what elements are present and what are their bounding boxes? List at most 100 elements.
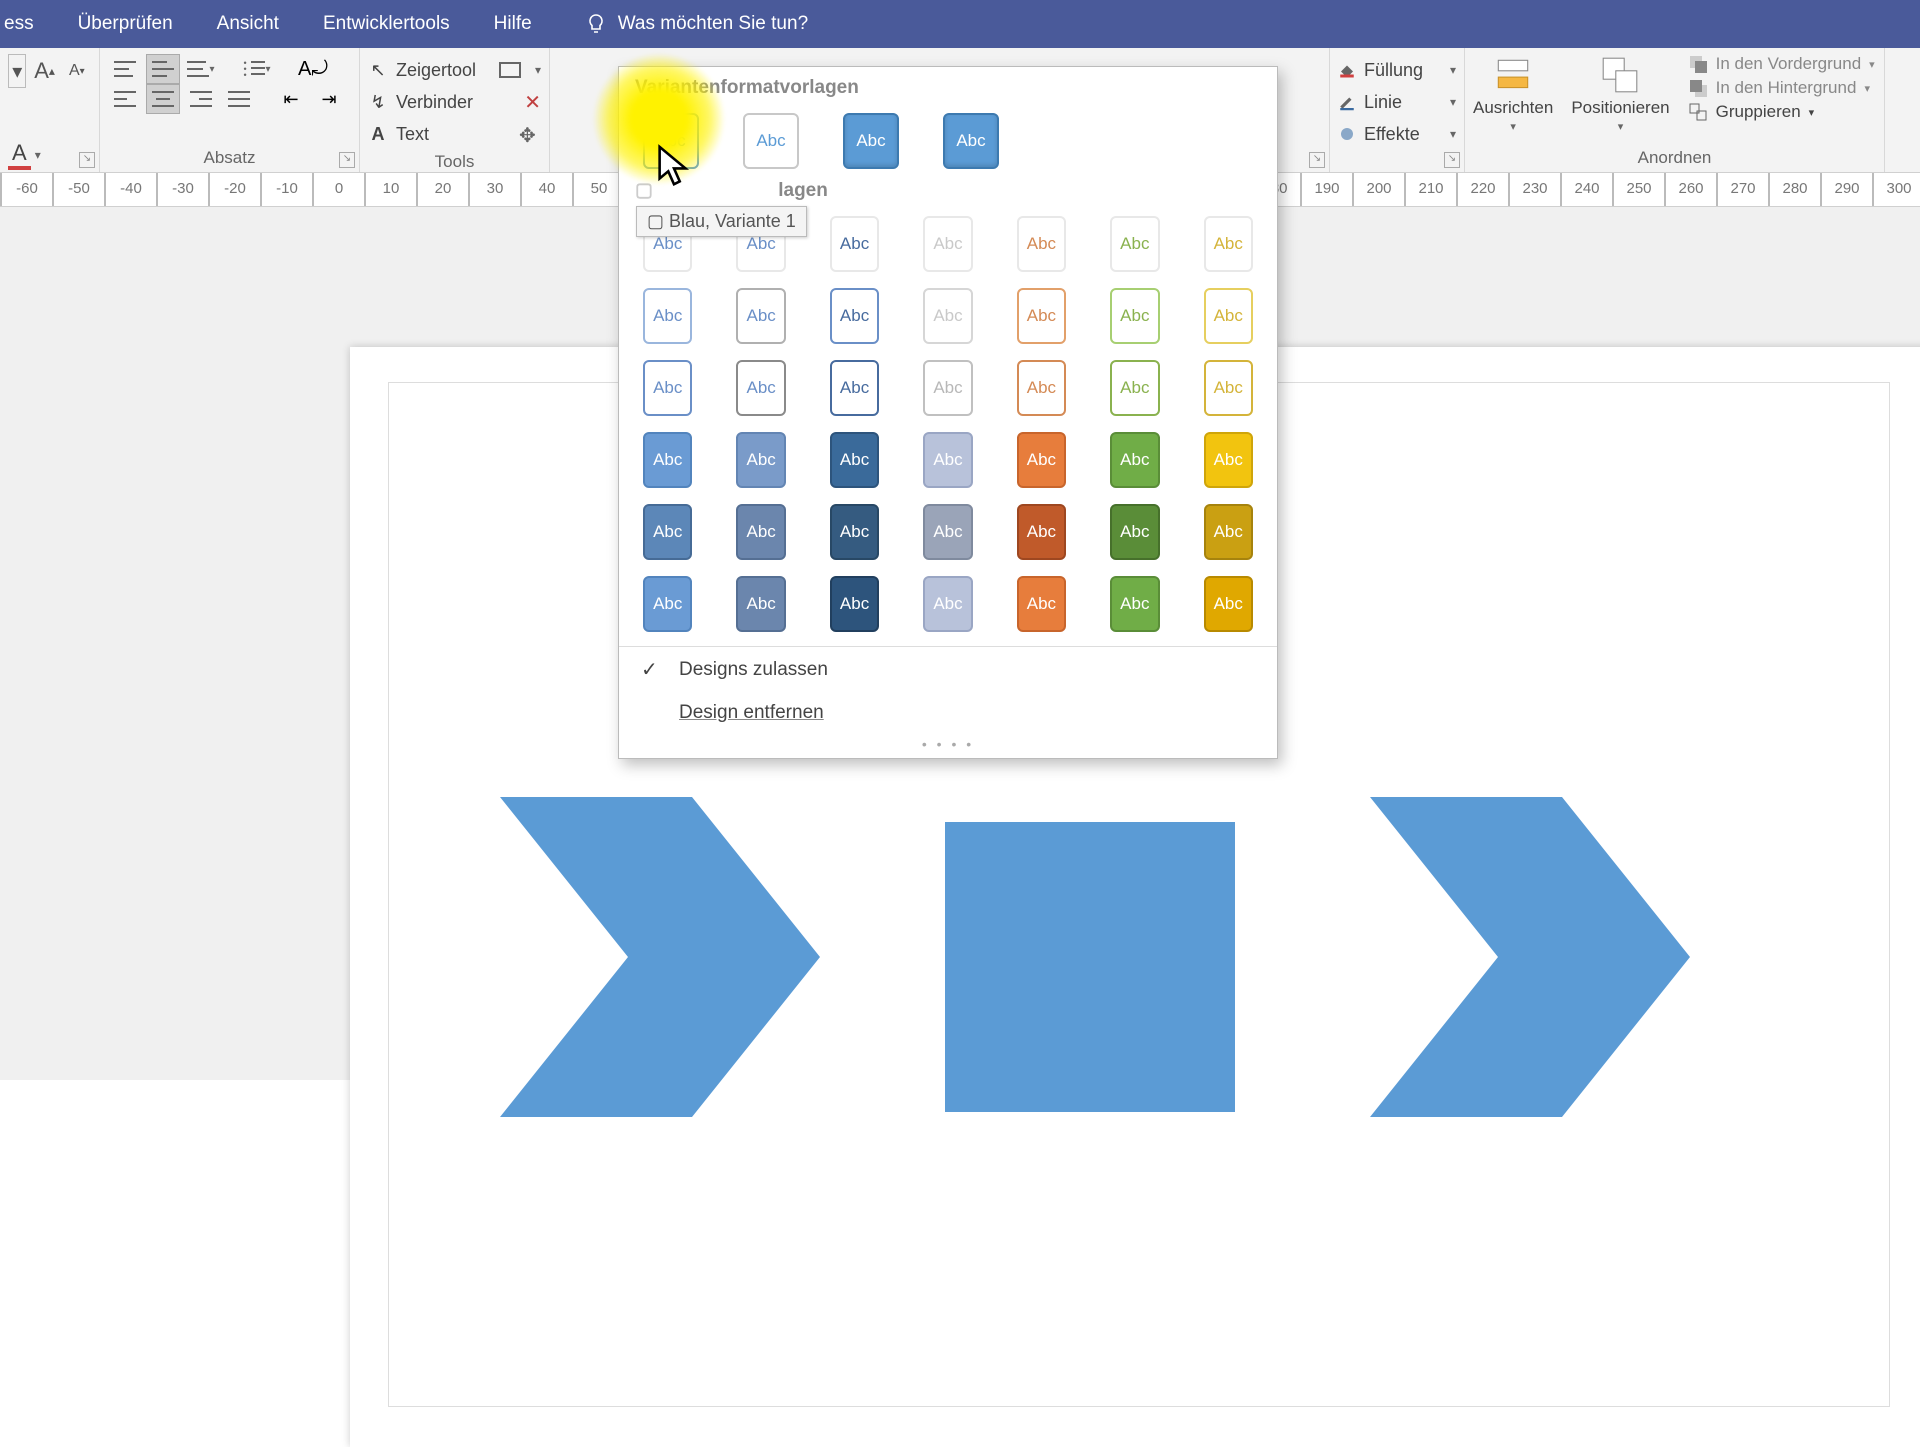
align-justify-button[interactable] <box>222 84 256 114</box>
align-left-button[interactable] <box>108 84 142 114</box>
effects-button[interactable]: Effekte▾ <box>1338 118 1456 150</box>
menu-tab-überprüfen[interactable]: Überprüfen <box>56 0 195 48</box>
style-swatch[interactable]: Abc <box>1204 360 1253 416</box>
style-swatch[interactable]: Abc <box>1204 576 1253 632</box>
chevron-shape[interactable] <box>900 822 1280 1112</box>
style-swatch[interactable]: Abc <box>643 360 692 416</box>
align-top-button[interactable] <box>108 54 142 84</box>
decrease-indent-button[interactable]: ⇤ <box>274 84 308 114</box>
cursor-icon <box>656 144 692 190</box>
align-right-button[interactable] <box>184 84 218 114</box>
style-swatch[interactable]: Abc <box>830 504 879 560</box>
back-icon <box>1688 78 1708 98</box>
style-swatch[interactable]: Abc <box>923 504 972 560</box>
style-swatch[interactable]: Abc <box>830 216 879 272</box>
ruler-tick: 240 <box>1560 173 1612 206</box>
ruler-tick: 30 <box>468 173 520 206</box>
style-swatch[interactable]: Abc <box>923 432 972 488</box>
style-swatch[interactable]: Abc <box>923 216 972 272</box>
style-swatch[interactable]: Abc <box>1110 360 1159 416</box>
font-dropdown-icon[interactable]: ▾ <box>8 54 26 88</box>
style-swatch[interactable]: Abc <box>1017 360 1066 416</box>
allow-designs-item[interactable]: ✓Designs zulassen <box>619 647 1277 692</box>
style-swatch[interactable]: Abc <box>923 576 972 632</box>
style-swatch[interactable]: Abc <box>736 504 785 560</box>
style-swatch[interactable]: Abc <box>743 113 799 169</box>
style-swatch[interactable]: Abc <box>643 432 692 488</box>
style-swatch[interactable]: Abc <box>1110 216 1159 272</box>
style-swatch[interactable]: Abc <box>830 288 879 344</box>
style-swatch[interactable]: Abc <box>643 288 692 344</box>
rectangle-icon[interactable] <box>499 62 521 78</box>
style-swatch[interactable]: Abc <box>830 576 879 632</box>
style-swatch[interactable]: Abc <box>1110 432 1159 488</box>
increase-indent-button[interactable]: ⇥ <box>312 84 346 114</box>
style-swatch[interactable]: Abc <box>1204 216 1253 272</box>
text-tool-button[interactable]: AText✥ <box>368 118 541 150</box>
menu-tab-hilfe[interactable]: Hilfe <box>472 0 554 48</box>
style-swatch[interactable]: Abc <box>643 504 692 560</box>
bullets-button[interactable]: ▾ <box>240 54 274 84</box>
style-swatch[interactable]: Abc <box>1017 216 1066 272</box>
style-swatch[interactable]: Abc <box>736 360 785 416</box>
font-color-button[interactable]: A <box>8 140 31 170</box>
style-swatch[interactable]: Abc <box>643 576 692 632</box>
align-bottom-button[interactable]: ▾ <box>184 54 218 84</box>
dialog-launcher-icon[interactable]: ↘ <box>1309 152 1325 168</box>
style-swatch[interactable]: Abc <box>830 360 879 416</box>
dialog-launcher-icon[interactable]: ↘ <box>339 152 355 168</box>
tell-me-search[interactable]: Was möchten Sie tun? <box>618 13 808 35</box>
remove-design-item[interactable]: Design entfernen <box>619 692 1277 734</box>
ruler-tick: 270 <box>1716 173 1768 206</box>
bring-front-button[interactable]: In den Vordergrund▾ <box>1688 54 1875 74</box>
tools-group: ↖Zeigertool▾ ↯Verbinder✕ AText✥ Tools <box>360 48 550 172</box>
fill-button[interactable]: Füllung▾ <box>1338 54 1456 86</box>
position-button[interactable]: Positionieren▾ <box>1571 54 1669 133</box>
shape-format-group: Füllung▾ Linie▾ Effekte▾ ↘ <box>1330 48 1465 172</box>
style-swatch[interactable]: Abc <box>1110 504 1159 560</box>
style-swatch[interactable]: Abc <box>923 360 972 416</box>
style-swatch[interactable]: Abc <box>736 288 785 344</box>
style-swatch[interactable]: Abc <box>1110 288 1159 344</box>
align-middle-button[interactable] <box>146 54 180 84</box>
line-button[interactable]: Linie▾ <box>1338 86 1456 118</box>
pointer-tool-button[interactable]: ↖Zeigertool▾ <box>368 54 541 86</box>
style-swatch[interactable]: Abc <box>923 288 972 344</box>
style-swatch[interactable]: Abc <box>943 113 999 169</box>
text-direction-button[interactable]: A⤾ <box>296 54 330 84</box>
ruler-tick: -50 <box>52 173 104 206</box>
increase-font-button[interactable]: A▴ <box>30 54 58 88</box>
style-swatch[interactable]: Abc <box>843 113 899 169</box>
style-swatch[interactable]: Abc <box>736 432 785 488</box>
connector-tool-button[interactable]: ↯Verbinder✕ <box>368 86 541 118</box>
style-swatch[interactable]: Abc <box>1204 504 1253 560</box>
menu-tab-entwicklertools[interactable]: Entwicklertools <box>301 0 472 48</box>
style-swatch[interactable]: Abc <box>1017 504 1066 560</box>
dialog-launcher-icon[interactable]: ↘ <box>79 152 95 168</box>
style-swatch[interactable]: Abc <box>1017 576 1066 632</box>
ruler-tick: 280 <box>1768 173 1820 206</box>
ruler-tick: 20 <box>416 173 468 206</box>
close-icon[interactable]: ✕ <box>524 90 541 115</box>
dropdown-icon[interactable]: ▾ <box>35 148 41 162</box>
style-swatch[interactable]: Abc <box>830 432 879 488</box>
chevron-shape[interactable] <box>500 797 820 1117</box>
resize-grip-icon[interactable]: • • • • <box>619 734 1277 758</box>
menu-tab-ess[interactable]: ess <box>0 0 56 48</box>
style-swatch[interactable]: Abc <box>1204 432 1253 488</box>
dialog-launcher-icon[interactable]: ↘ <box>1444 152 1460 168</box>
style-swatch[interactable]: Abc <box>1017 288 1066 344</box>
style-swatch[interactable]: Abc <box>1017 432 1066 488</box>
chevron-shape[interactable] <box>1370 797 1690 1117</box>
style-swatch[interactable]: Abc <box>736 576 785 632</box>
menu-tab-ansicht[interactable]: Ansicht <box>195 0 301 48</box>
decrease-font-button[interactable]: A▾ <box>63 54 91 88</box>
align-center-button[interactable] <box>146 84 180 114</box>
send-back-button[interactable]: In den Hintergrund▾ <box>1688 78 1875 98</box>
ruler-tick: 250 <box>1612 173 1664 206</box>
style-swatch[interactable]: Abc <box>1110 576 1159 632</box>
move-icon[interactable]: ✥ <box>519 123 541 145</box>
group-button[interactable]: Gruppieren▾ <box>1688 102 1875 122</box>
style-swatch[interactable]: Abc <box>1204 288 1253 344</box>
align-button[interactable]: Ausrichten▾ <box>1473 54 1553 133</box>
